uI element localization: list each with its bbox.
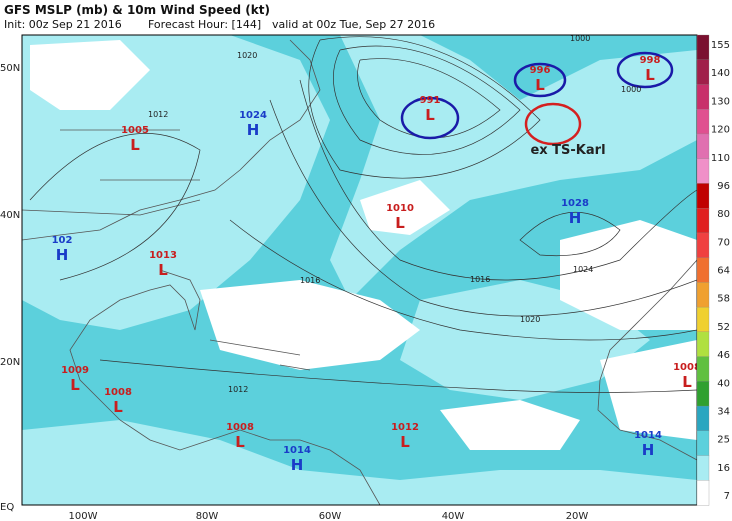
colorbar-tick-label: 120 <box>711 125 730 136</box>
pressure-value: 991 <box>420 95 441 106</box>
colorbar-tick-label: 58 <box>717 294 730 305</box>
longitude-label: 40W <box>442 511 465 521</box>
pressure-letter: L <box>400 433 410 451</box>
longitude-label: 100W <box>69 511 98 521</box>
pressure-letter: H <box>56 246 69 264</box>
isobar-label: 1024 <box>573 265 593 274</box>
isobar-label: 1020 <box>520 315 540 324</box>
colorbar-swatch <box>696 331 710 358</box>
isobar-label: 1000 <box>570 34 590 43</box>
pressure-letter: H <box>247 121 260 139</box>
pressure-value: 102 <box>52 235 73 246</box>
pressure-letter: L <box>535 76 545 94</box>
colorbar-swatch <box>696 183 710 209</box>
highlight-circle <box>513 62 567 98</box>
pressure-letter: L <box>425 106 435 124</box>
colorbar-tick-label: 130 <box>711 96 730 107</box>
isobar-label: 1016 <box>300 276 320 285</box>
pressure-letter: H <box>569 209 582 227</box>
colorbar-tick-label: 80 <box>717 209 730 220</box>
colorbar-tick-label: 96 <box>717 181 730 192</box>
colorbar-tick-label: 52 <box>717 322 730 333</box>
pressure-letter: H <box>291 456 304 474</box>
pressure-letter: H <box>642 441 655 459</box>
isobar-label: 1016 <box>470 275 490 284</box>
overlay: 1000 1020 1012 1016 1024 1020 1016 1012 1000 1005… <box>52 34 701 474</box>
pressure-value: 998 <box>640 55 661 66</box>
colorbar-swatch <box>696 208 710 234</box>
colorbar-swatch <box>696 109 710 135</box>
colorbar-swatch <box>696 34 710 61</box>
colorbar-swatch <box>696 59 710 86</box>
pressure-value: 1014 <box>283 445 311 456</box>
longitude-label: 20W <box>566 511 589 521</box>
pressure-value: 996 <box>530 65 551 76</box>
title: GFS MSLP (mb) & 10m Wind Speed (kt) <box>4 3 270 17</box>
colorbar-tick-label: 155 <box>711 40 730 51</box>
colorbar-tick-label: 140 <box>711 68 730 79</box>
pressure-value: 1008 <box>104 387 132 398</box>
latitude-label: 50N <box>0 63 20 74</box>
pressure-letter: L <box>235 433 245 451</box>
highlight-circle <box>616 51 674 89</box>
isobar-label: 1012 <box>228 385 248 394</box>
colorbar: 155 140 130 120 110 96 80 70 64 58 52 46 40 34 25 16 7 <box>696 34 730 506</box>
highlight-circle <box>524 102 582 146</box>
valid-time: valid at 00z Tue, Sep 27 2016 <box>272 18 435 31</box>
colorbar-swatch <box>696 232 710 259</box>
pressure-letter: L <box>158 261 168 279</box>
pressure-letter: L <box>113 398 123 416</box>
colorbar-swatch <box>696 84 710 110</box>
colorbar-swatch <box>696 480 710 506</box>
pressure-value: 1009 <box>61 365 89 376</box>
pressure-letter: L <box>395 214 405 232</box>
highlight-circle <box>400 96 460 140</box>
pressure-value: 1013 <box>149 250 177 261</box>
isobar-label: 1020 <box>237 51 257 60</box>
storm-annotation: ex TS-Karl <box>530 143 605 158</box>
longitude-label: 80W <box>196 511 219 521</box>
pressure-value: 1012 <box>391 422 419 433</box>
latitude-label: 20N <box>0 357 20 368</box>
isobar-label: 1000 <box>621 85 641 94</box>
colorbar-tick-label: 16 <box>717 463 730 474</box>
colorbar-tick-label: 70 <box>717 237 730 248</box>
colorbar-swatch <box>696 455 710 481</box>
pressure-value: 1010 <box>386 203 414 214</box>
colorbar-swatch <box>696 381 710 407</box>
longitude-label: 60W <box>319 511 342 521</box>
isobar-label: 1012 <box>148 110 168 119</box>
pressure-value: 1008 <box>673 362 701 373</box>
colorbar-tick-label: 40 <box>717 378 730 389</box>
colorbar-tick-label: 34 <box>717 406 730 417</box>
pressure-value: 1014 <box>634 430 662 441</box>
colorbar-swatch <box>696 257 710 284</box>
colorbar-tick-label: 25 <box>717 435 730 446</box>
pressure-value: 1005 <box>121 125 149 136</box>
pressure-letter: L <box>130 136 140 154</box>
pressure-letter: L <box>70 376 80 394</box>
pressure-value: 1028 <box>561 198 589 209</box>
pressure-value: 1024 <box>239 110 267 121</box>
latitude-label: EQ <box>0 502 14 513</box>
colorbar-swatch <box>696 356 710 382</box>
colorbar-tick-label: 64 <box>717 266 730 277</box>
colorbar-swatch <box>696 133 710 160</box>
pressure-letter: L <box>682 373 692 391</box>
colorbar-tick-label: 46 <box>717 350 730 361</box>
init-time: Init: 00z Sep 21 2016 <box>4 18 122 31</box>
colorbar-swatch <box>696 282 710 308</box>
latitude-label: 40N <box>0 210 20 221</box>
map-field <box>22 35 697 505</box>
colorbar-tick-label: 7 <box>724 491 730 502</box>
pressure-value: 1008 <box>226 422 254 433</box>
colorbar-swatch <box>696 306 710 333</box>
colorbar-swatch <box>696 158 710 185</box>
forecast-hour: Forecast Hour: [144] <box>148 18 261 31</box>
pressure-letter: L <box>645 66 655 84</box>
colorbar-tick-label: 110 <box>711 153 730 164</box>
colorbar-swatch <box>696 405 710 432</box>
colorbar-swatch <box>696 430 710 457</box>
